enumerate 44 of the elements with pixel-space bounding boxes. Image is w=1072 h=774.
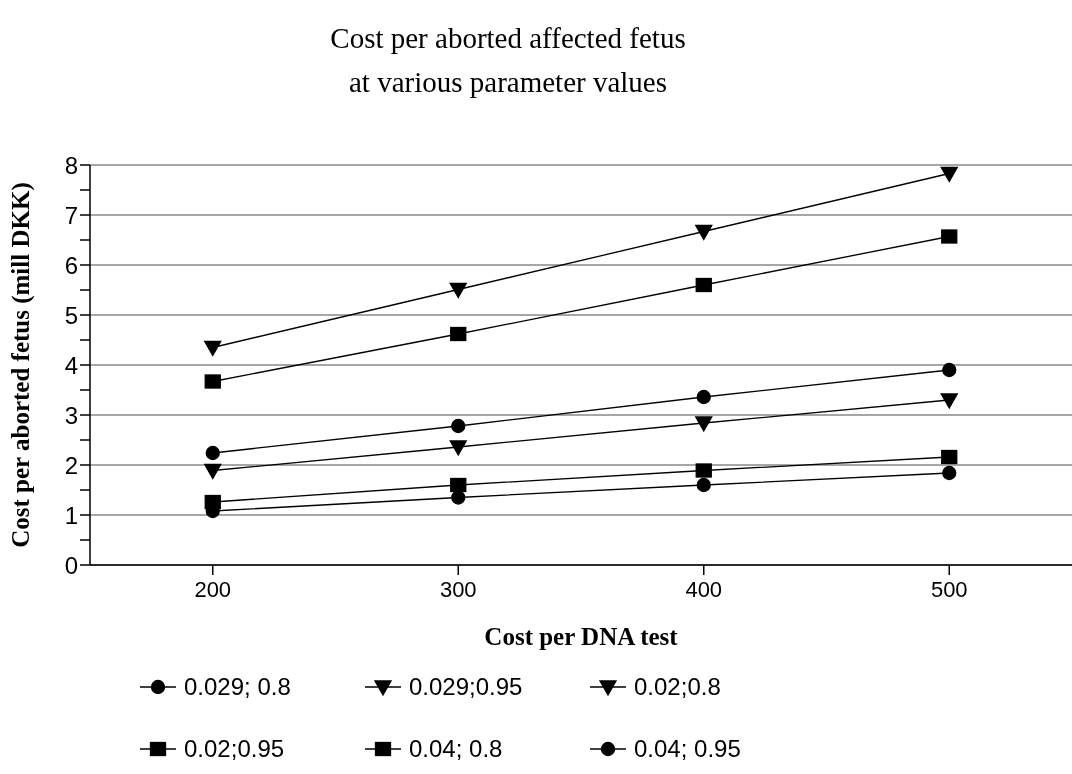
legend-label: 0.029;0.95 xyxy=(409,673,523,701)
point xyxy=(942,465,957,481)
legend-label: 0.04; 0.95 xyxy=(634,735,741,763)
legend-label: 0.029; 0.8 xyxy=(184,673,291,701)
point xyxy=(204,463,222,480)
point xyxy=(449,440,467,456)
y-axis-title: Cost per aborted fetus (mill DKK) xyxy=(6,182,35,548)
legend-label: 0.02;0.8 xyxy=(634,673,721,701)
x-tick-label: 300 xyxy=(439,576,477,602)
x-axis-title: Cost per DNA test xyxy=(484,623,679,650)
point xyxy=(696,389,711,405)
point xyxy=(695,224,713,241)
point xyxy=(942,362,957,378)
y-tick-label: 4 xyxy=(64,351,78,379)
point xyxy=(696,477,711,493)
point xyxy=(695,277,712,293)
x-tick-label: 500 xyxy=(930,576,968,602)
y-tick-label: 8 xyxy=(64,151,78,179)
y-tick-label: 2 xyxy=(64,451,78,479)
y-tick-label: 5 xyxy=(64,301,78,329)
x-tick-label: 400 xyxy=(685,576,723,602)
point xyxy=(695,463,712,478)
point xyxy=(450,326,467,342)
point xyxy=(204,374,221,389)
y-tick-label: 3 xyxy=(64,401,78,429)
point xyxy=(451,418,466,434)
point xyxy=(449,282,467,299)
point xyxy=(941,449,958,465)
chart-title: Cost per aborted affected fetus at various parameter values xyxy=(329,21,687,100)
y-tick-label: 7 xyxy=(64,201,78,229)
point xyxy=(451,490,466,505)
point xyxy=(204,340,222,357)
legend-label: 0.04; 0.8 xyxy=(409,735,503,763)
y-tick-label: 6 xyxy=(64,251,78,279)
point xyxy=(940,166,958,183)
point xyxy=(941,229,958,244)
x-tick-label: 200 xyxy=(194,576,232,602)
point xyxy=(695,416,713,432)
point xyxy=(940,393,958,409)
y-tick-label: 0 xyxy=(64,551,78,579)
y-tick-label: 1 xyxy=(64,501,78,529)
point xyxy=(205,445,220,461)
legend-label: 0.02;0.95 xyxy=(184,735,285,763)
point xyxy=(450,477,467,493)
